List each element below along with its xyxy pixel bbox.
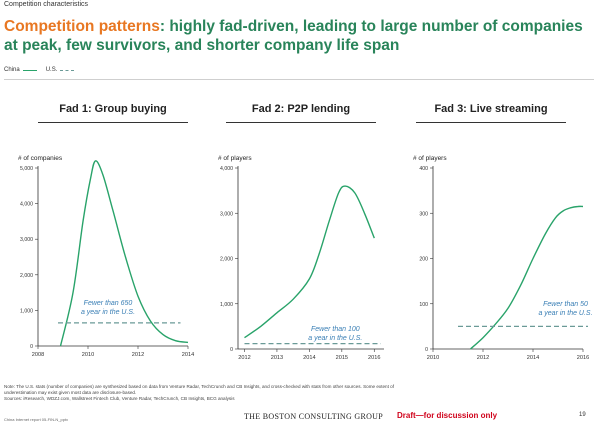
chart1-x-tick-label: 2010: [82, 352, 94, 358]
chart1-x-tick-label: 2012: [132, 352, 144, 358]
chart1-y-tick-label: 2,000: [20, 273, 33, 279]
chart3-y-tick-label: 0: [425, 347, 428, 353]
panel-rule-2: [226, 122, 376, 123]
panel-title-3: Fad 3: Live streaming: [434, 103, 548, 115]
footnote-1: Note: The U.S. stats (number of companie…: [4, 384, 394, 389]
panel-rule-3: [416, 122, 566, 123]
chart3-x-tick-label: 2016: [577, 355, 589, 361]
chart1-x-tick-label: 2008: [32, 352, 44, 358]
legend-divider: [4, 79, 594, 80]
chart2-annotation-line2: a year in the U.S.: [308, 335, 362, 342]
footnote-sources: Sources: iResearch, WDZJ.com, Wallstreet…: [4, 396, 235, 401]
chart3-series-china-line: [470, 205, 584, 350]
section-category: Competition characteristics: [4, 1, 89, 8]
legend-label-china: China: [4, 67, 20, 73]
chart3-y-tick-label: 400: [419, 166, 428, 172]
chart2-x-tick-label: 2015: [336, 355, 348, 361]
footer-citation: China Internet report 05-FIN-N_pptx: [4, 417, 69, 422]
chart1-y-tick-label: 5,000: [20, 166, 33, 172]
chart2-y-tick-label: 2,000: [220, 257, 233, 263]
legend: China U.S.: [4, 67, 75, 73]
panel-title-1: Fad 1: Group buying: [59, 103, 167, 115]
chart3-annotation-line2: a year in the U.S.: [538, 310, 592, 317]
chart2-y-tick-label: 0: [230, 347, 233, 353]
chart3-y-tick-label: 100: [419, 302, 428, 308]
company-logo-text: THE BOSTON CONSULTING GROUP: [244, 412, 384, 421]
chart1-y-tick-label: 3,000: [20, 237, 33, 243]
chart2-x-tick-label: 2013: [271, 355, 283, 361]
chart1-annotation-line1: Fewer than 650: [84, 300, 133, 307]
chart3-x-tick-label: 2014: [527, 355, 539, 361]
footnote-2: underestimation may exist given most dat…: [4, 390, 137, 395]
chart3-y-tick-label: 300: [419, 211, 428, 217]
title-highlight: Competition patterns: [4, 18, 160, 35]
chart2-y-tick-label: 4,000: [220, 166, 233, 172]
chart2-x-tick-label: 2016: [368, 355, 380, 361]
chart1-x-tick-label: 2014: [182, 352, 194, 358]
draft-label: Draft—for discussion only: [397, 411, 498, 420]
legend-label-us: U.S.: [45, 67, 58, 73]
chart3-x-tick-label: 2010: [427, 355, 439, 361]
chart2-series-china-line: [244, 185, 375, 339]
panel-title-2: Fad 2: P2P lending: [251, 103, 351, 115]
legend-swatch-us: [60, 69, 75, 71]
page-title: Competition patterns: highly fad-driven,…: [4, 17, 594, 55]
chart2-x-tick-label: 2014: [303, 355, 315, 361]
panel-rule-1: [38, 122, 188, 123]
chart2-annotation-line1: Fewer than 100: [311, 326, 360, 333]
legend-swatch-china: [22, 69, 37, 71]
chart1-y-tick-label: 0: [30, 344, 33, 350]
chart1-series-china-line: [59, 160, 189, 347]
chart2-x-tick-label: 2012: [238, 355, 250, 361]
chart3-y-tick-label: 200: [419, 257, 428, 263]
page-number: 19: [579, 412, 586, 418]
chart3-annotation-line1: Fewer than 50: [543, 301, 588, 308]
chart1-y-tick-label: 1,000: [20, 308, 33, 314]
chart2-y-axis-label: # of players: [218, 155, 252, 162]
chart2-y-tick-label: 1,000: [220, 302, 233, 308]
chart2-y-tick-label: 3,000: [220, 211, 233, 217]
chart1-y-tick-label: 4,000: [20, 202, 33, 208]
chart3-x-tick-label: 2012: [477, 355, 489, 361]
chart3-y-axis-label: # of players: [413, 155, 447, 162]
chart1-y-axis-label: # of companies: [18, 155, 63, 162]
title-rest: : highly fad-driven, leading to large nu…: [4, 18, 583, 54]
chart1-annotation-line2: a year in the U.S.: [81, 309, 135, 316]
